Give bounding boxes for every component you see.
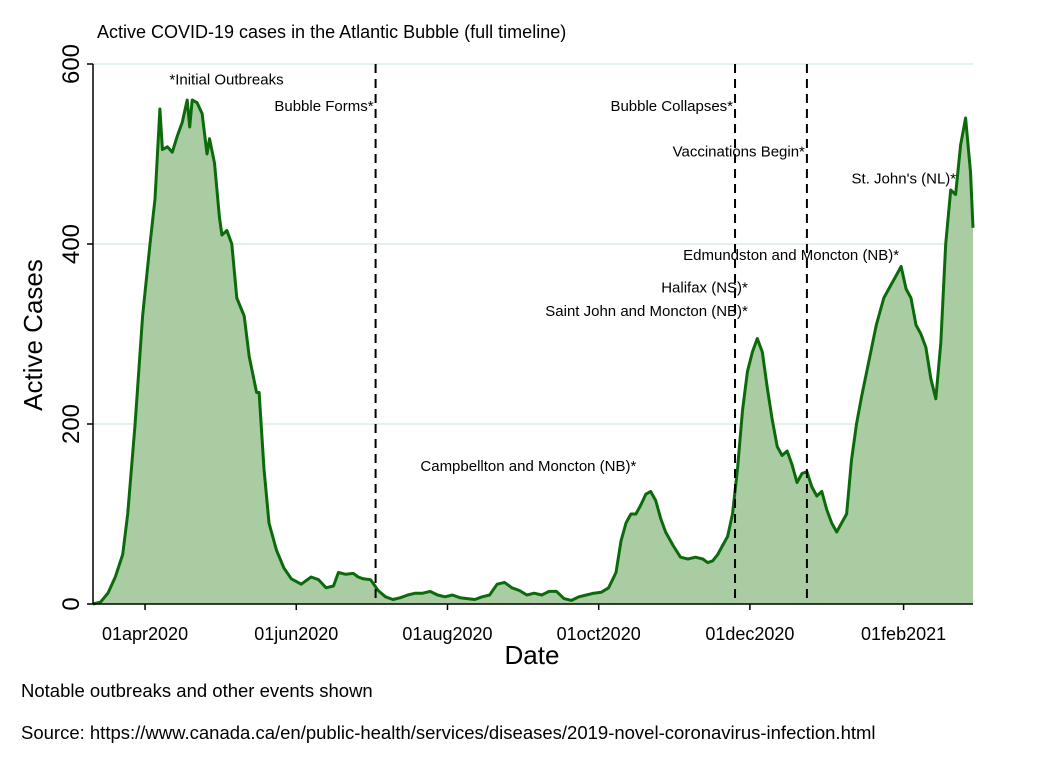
annotation-label: Bubble Collapses* bbox=[610, 98, 733, 115]
x-tick-label: 01apr2020 bbox=[102, 624, 188, 644]
x-tick-label: 01jun2020 bbox=[254, 624, 338, 644]
series-line bbox=[92, 98, 975, 606]
annotation-label: *Initial Outbreaks bbox=[169, 72, 283, 89]
x-tick-label: 01oct2020 bbox=[557, 624, 641, 644]
annotation-label: Halifax (NS)* bbox=[661, 280, 748, 297]
y-tick-label: 0 bbox=[58, 597, 85, 610]
annotation-label: Saint John and Moncton (NB)* bbox=[545, 303, 748, 320]
axes: 0 200 400 600 01apr2020 01jun2020 01aug2020 01o… bbox=[58, 44, 973, 644]
x-tick-label: 01aug2020 bbox=[402, 624, 492, 644]
y-tick-label: 400 bbox=[58, 224, 85, 264]
chart-title: Active COVID-19 cases in the Atlantic Bu… bbox=[97, 22, 566, 42]
note-text: Notable outbreaks and other events shown bbox=[21, 680, 373, 701]
event-lines bbox=[374, 64, 808, 604]
source-text: Source: https://www.canada.ca/en/public-… bbox=[21, 722, 876, 743]
data-area bbox=[92, 98, 975, 606]
series-area bbox=[93, 100, 973, 604]
y-tick-label: 200 bbox=[58, 404, 85, 444]
y-tick-label: 600 bbox=[58, 44, 85, 84]
annotation-label: Bubble Forms* bbox=[274, 98, 373, 115]
x-axis-label: Date bbox=[505, 640, 560, 670]
annotations: *Initial Outbreaks Bubble Forms* Bubble Co… bbox=[169, 72, 956, 475]
annotation-label: Vaccinations Begin* bbox=[673, 144, 805, 161]
x-tick-label: 01dec2020 bbox=[705, 624, 794, 644]
x-tick-label: 01feb2021 bbox=[861, 624, 946, 644]
annotation-label: Edmundston and Moncton (NB)* bbox=[683, 247, 899, 264]
annotation-label: St. John's (NL)* bbox=[852, 171, 957, 188]
y-axis-label: Active Cases bbox=[18, 259, 48, 411]
annotation-label: Campbellton and Moncton (NB)* bbox=[420, 458, 636, 475]
